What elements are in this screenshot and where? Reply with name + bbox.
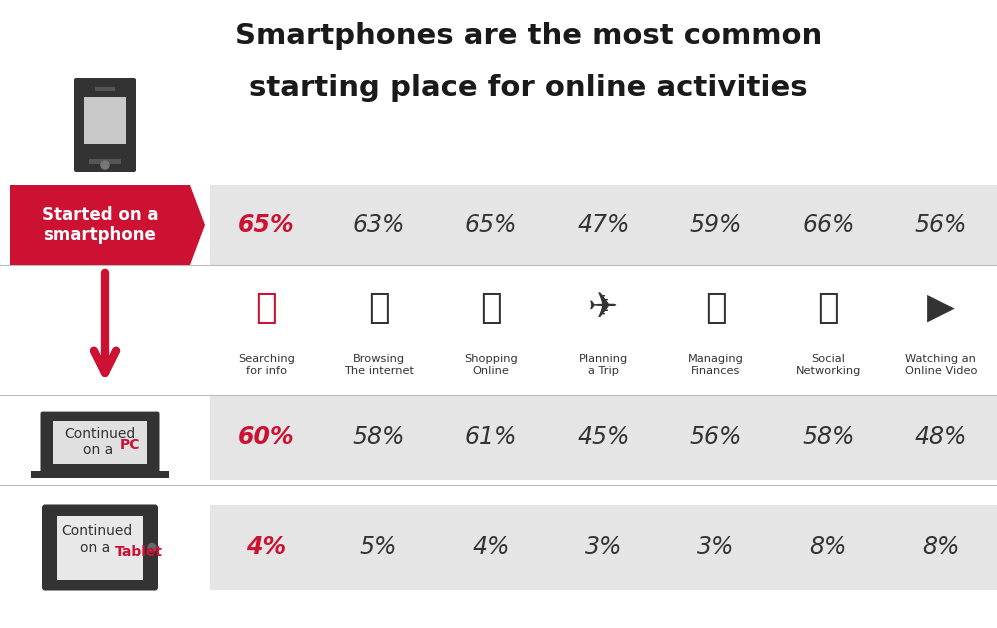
- Text: 47%: 47%: [577, 213, 630, 237]
- Bar: [210, 505, 997, 590]
- Text: 📊: 📊: [705, 291, 727, 325]
- Text: 4%: 4%: [246, 536, 286, 560]
- Text: 🔍: 🔍: [255, 291, 277, 325]
- FancyBboxPatch shape: [41, 411, 160, 473]
- Polygon shape: [10, 185, 205, 265]
- Text: 5%: 5%: [360, 536, 398, 560]
- Bar: [95, 87, 115, 91]
- Text: Searching
for info: Searching for info: [237, 354, 295, 376]
- Bar: [53, 421, 148, 463]
- Bar: [31, 471, 169, 478]
- Text: 4%: 4%: [473, 536, 509, 560]
- Bar: [89, 160, 121, 164]
- Text: 56%: 56%: [690, 426, 742, 450]
- Text: Shopping
Online: Shopping Online: [465, 354, 518, 376]
- Text: 66%: 66%: [803, 213, 854, 237]
- Text: 8%: 8%: [810, 536, 847, 560]
- Text: Managing
Finances: Managing Finances: [688, 354, 744, 376]
- Text: Browsing
The internet: Browsing The internet: [344, 354, 414, 376]
- Text: Continued
on a: Continued on a: [65, 427, 136, 457]
- Bar: [210, 395, 997, 480]
- Text: 60%: 60%: [238, 426, 294, 450]
- Text: 65%: 65%: [238, 213, 294, 237]
- Text: PC: PC: [120, 438, 141, 452]
- Text: Continued
on a: Continued on a: [62, 524, 133, 555]
- Circle shape: [101, 161, 109, 169]
- Text: 45%: 45%: [577, 426, 630, 450]
- Text: 63%: 63%: [352, 213, 405, 237]
- Text: starting place for online activities: starting place for online activities: [249, 74, 808, 102]
- Text: 61%: 61%: [465, 426, 517, 450]
- FancyBboxPatch shape: [74, 78, 136, 172]
- Text: 🌐: 🌐: [368, 291, 390, 325]
- Text: 58%: 58%: [352, 426, 405, 450]
- Text: 65%: 65%: [465, 213, 517, 237]
- Text: 👥: 👥: [818, 291, 839, 325]
- Text: Planning
a Trip: Planning a Trip: [579, 354, 628, 376]
- Text: 58%: 58%: [803, 426, 854, 450]
- Text: Smartphones are the most common: Smartphones are the most common: [234, 22, 823, 50]
- Text: 3%: 3%: [585, 536, 622, 560]
- Text: Started on a
smartphone: Started on a smartphone: [42, 205, 159, 244]
- Text: Social
Networking: Social Networking: [796, 354, 861, 376]
- Text: 48%: 48%: [914, 426, 967, 450]
- Text: 59%: 59%: [690, 213, 742, 237]
- FancyBboxPatch shape: [42, 504, 158, 590]
- Text: 3%: 3%: [697, 536, 735, 560]
- Text: 8%: 8%: [922, 536, 959, 560]
- Bar: [57, 516, 143, 580]
- Text: Tablet: Tablet: [115, 546, 163, 560]
- Text: ✈: ✈: [588, 291, 618, 325]
- Bar: [210, 185, 997, 265]
- Text: 🛍: 🛍: [481, 291, 501, 325]
- Bar: [84, 97, 126, 144]
- Text: Watching an
Online Video: Watching an Online Video: [904, 354, 977, 376]
- Circle shape: [148, 543, 156, 551]
- Text: ▶: ▶: [927, 291, 955, 325]
- Text: 56%: 56%: [914, 213, 967, 237]
